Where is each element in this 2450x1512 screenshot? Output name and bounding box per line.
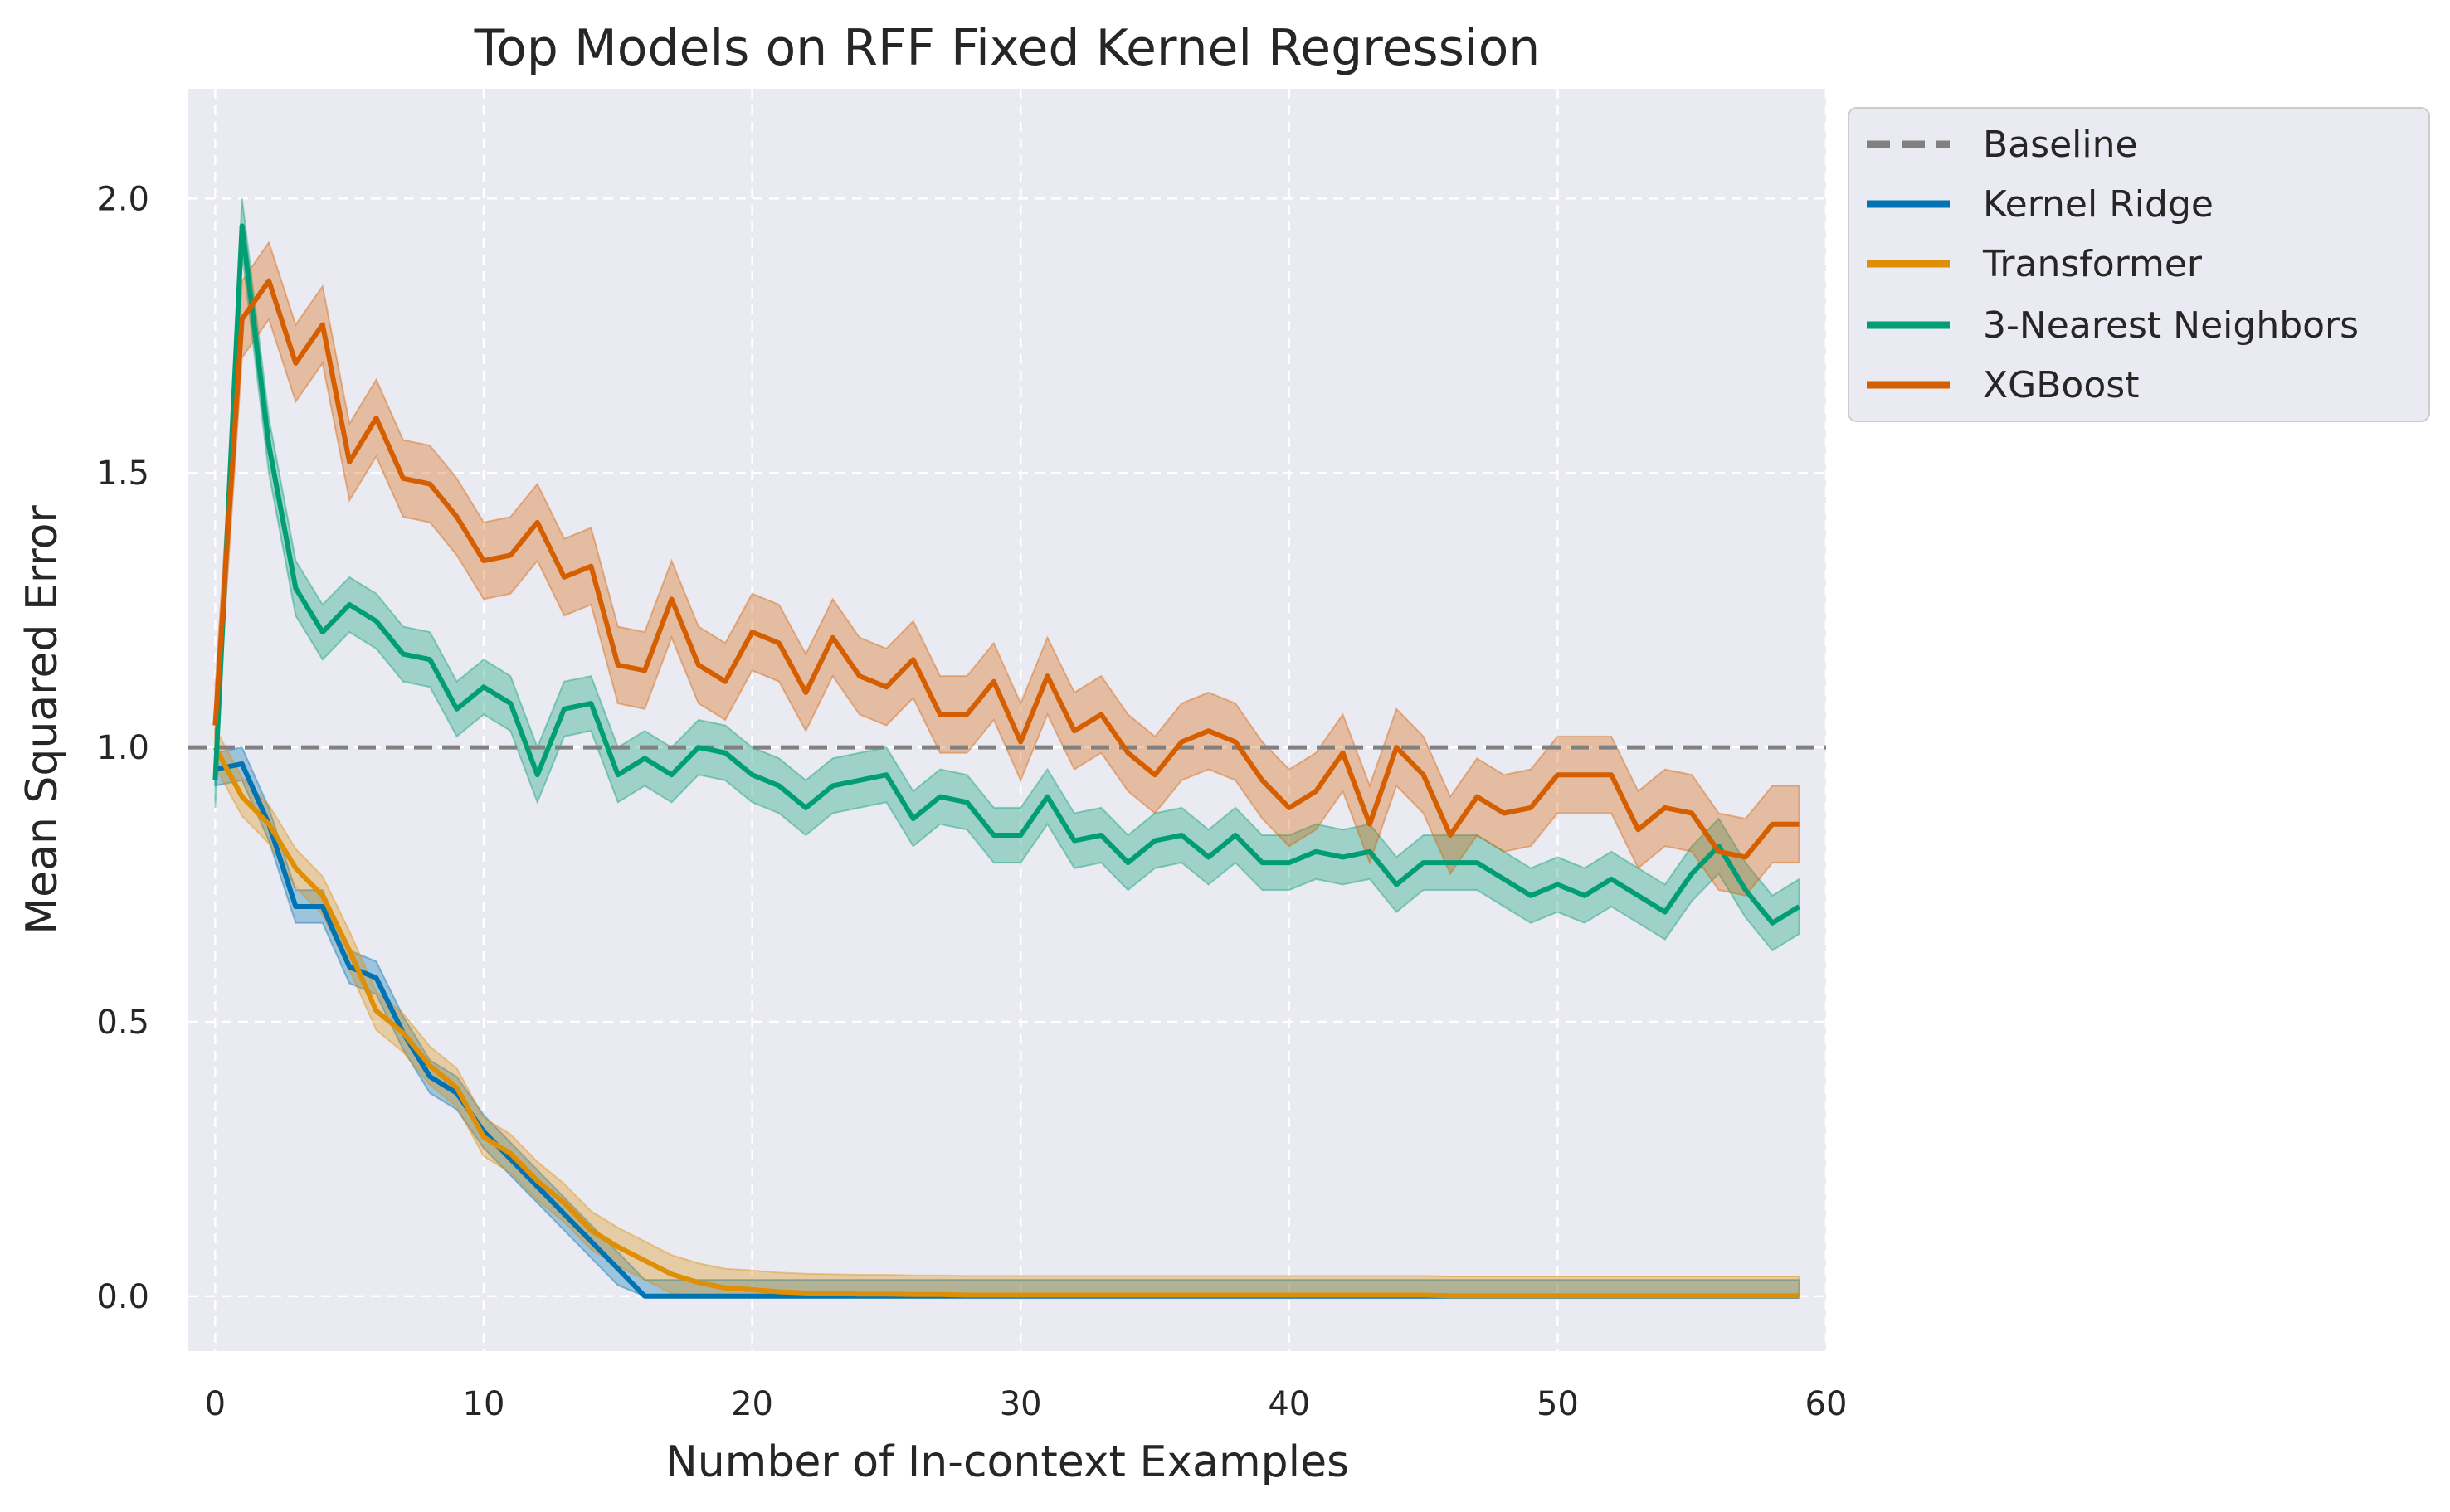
y-tick-label: 2.0	[96, 180, 149, 218]
x-tick-label: 40	[1268, 1385, 1310, 1423]
x-tick-label: 20	[731, 1385, 773, 1423]
line-transformer	[212, 746, 1800, 1299]
y-axis-label: Mean Squared Error	[17, 505, 67, 935]
legend-label-baseline: Baseline	[1983, 124, 2138, 166]
x-tick-label: 10	[463, 1385, 505, 1423]
x-tick-labels: 0 10 20 30 40 50 60	[205, 1385, 1848, 1423]
legend-label-xgboost: XGBoost	[1983, 364, 2139, 406]
y-tick-label: 0.0	[96, 1278, 149, 1316]
y-tick-labels: 0.0 0.5 1.0 1.5 2.0	[96, 180, 149, 1315]
x-tick-label: 30	[1000, 1385, 1042, 1423]
line-3-nearest-neighbors	[212, 223, 1801, 926]
legend-label-transformer: Transformer	[1982, 243, 2203, 285]
legend: Baseline Kernel Ridge Transformer 3-Near…	[1848, 107, 2430, 422]
plot-background	[188, 89, 1826, 1351]
legend-label-3-nearest-neighbors: 3-Nearest Neighbors	[1983, 304, 2359, 347]
x-tick-label: 50	[1537, 1385, 1579, 1423]
x-axis-label: Number of In-context Examples	[665, 1437, 1349, 1487]
x-tick-label: 0	[205, 1385, 226, 1423]
y-tick-label: 1.0	[96, 729, 149, 767]
legend-label-kernel-ridge: Kernel Ridge	[1983, 183, 2214, 226]
line-xgboost	[212, 278, 1800, 860]
series-lines	[212, 223, 1801, 1299]
y-tick-label: 1.5	[96, 455, 149, 493]
y-tick-label: 0.5	[96, 1004, 149, 1042]
band-xgboost	[214, 241, 1800, 897]
chart-title: Top Models on RFF Fixed Kernel Regressio…	[474, 19, 1541, 77]
x-tick-label: 60	[1805, 1385, 1848, 1423]
legend-box	[1848, 107, 2430, 422]
